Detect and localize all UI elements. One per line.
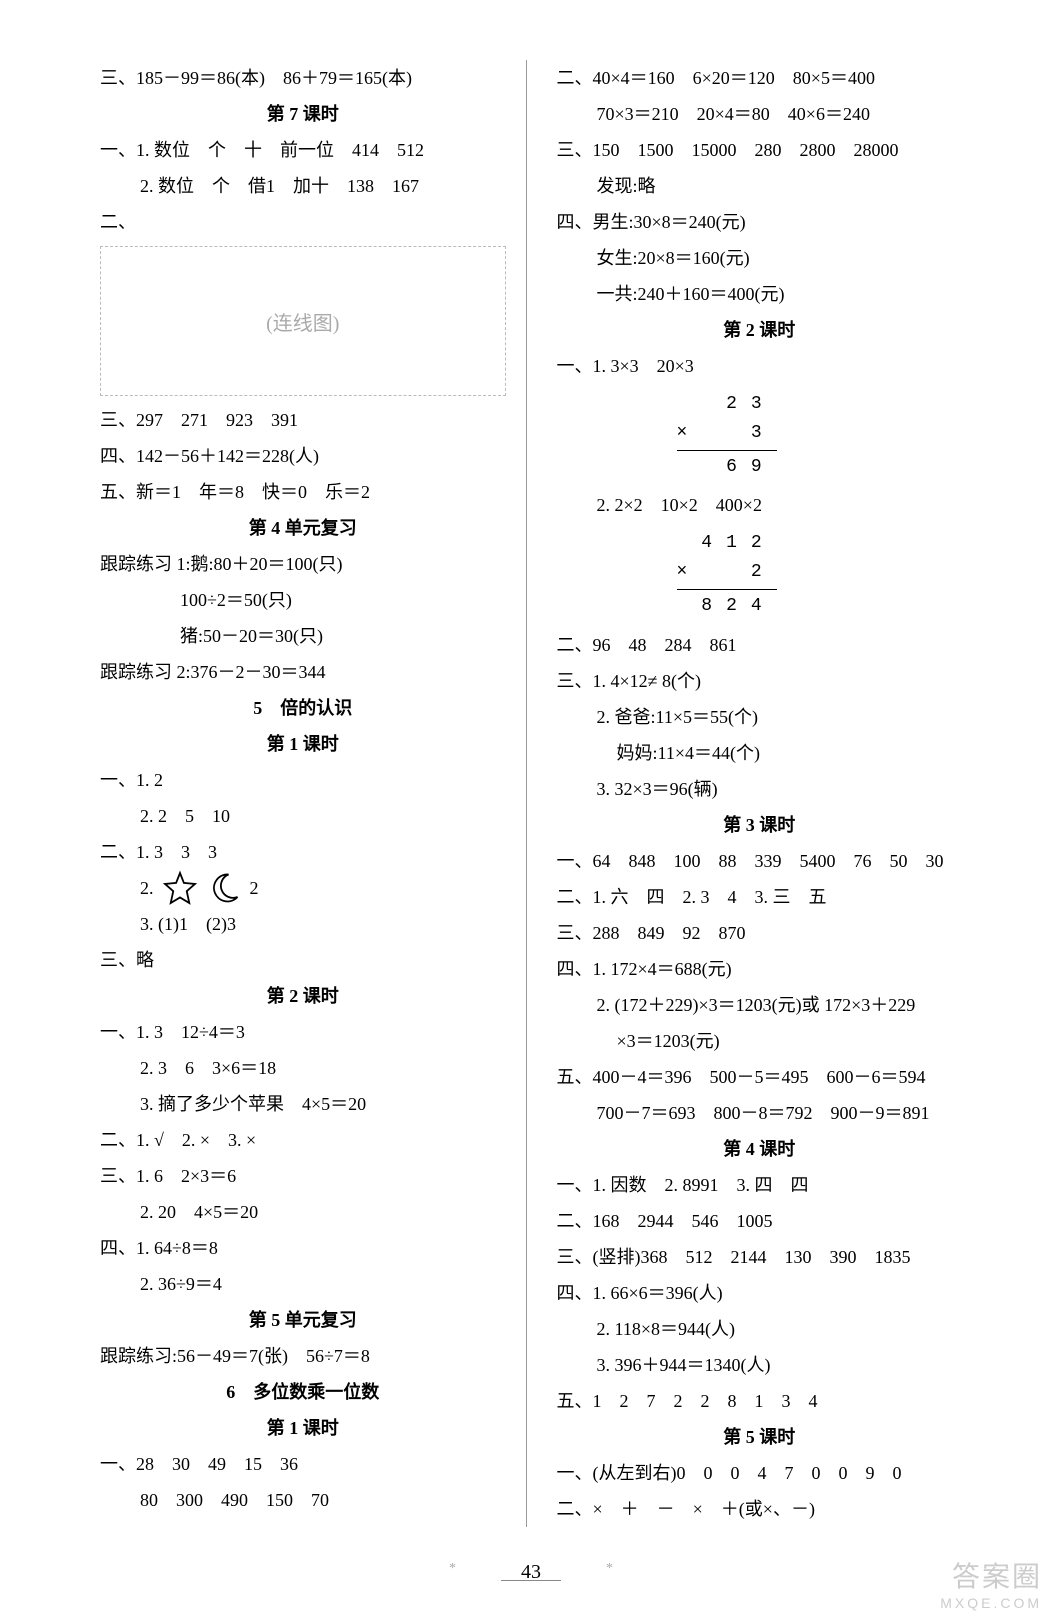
right-column: 二、40×4＝160 6×20＝120 80×5＝400 70×3＝210 20… [547,60,963,1527]
math-rule [677,450,777,451]
text-line: 二、40×4＝160 6×20＝120 80×5＝400 [557,60,963,96]
watermark-top: 答案圈 [952,1561,1042,1592]
text-line: 80 300 490 150 70 [100,1482,506,1518]
text-line: 3. (1)1 (2)3 [100,906,506,942]
text-line: 猪:50－20＝30(只) [100,618,506,654]
moon-icon [206,870,242,906]
lesson-heading: 第 3 课时 [557,807,963,843]
math-row: 69 [677,453,963,482]
chapter-heading: 6 多位数乘一位数 [100,1374,506,1410]
text-line: 2. (172＋229)×3＝1203(元)或 172×3＋229 [557,987,963,1023]
text-line: 四、1. 64÷8＝8 [100,1230,506,1266]
text-line: 二、 [100,204,506,240]
text-line: 五、400－4＝396 500－5＝495 600－6＝594 [557,1059,963,1095]
text-line: 跟踪练习 1:鹅:80＋20＝100(只) [100,546,506,582]
text-line: 70×3＝210 20×4＝80 40×6＝240 [557,96,963,132]
star-icon [162,870,198,906]
text-line: 3. 396＋944＝1340(人) [557,1347,963,1383]
math-rule [677,589,777,590]
text-line: 一、1. 2 [100,762,506,798]
text-line: 2 [250,870,259,906]
text-line: 二、1. √ 2. × 3. × [100,1122,506,1158]
text-line: 三、288 849 92 870 [557,915,963,951]
text-line: 三、(竖排)368 512 2144 130 390 1835 [557,1239,963,1275]
text-line: 2. 36÷9＝4 [100,1266,506,1302]
text-line: 一、28 30 49 15 36 [100,1446,506,1482]
text-line: 2. 118×8＝944(人) [557,1311,963,1347]
text-line: 五、1 2 7 2 2 8 1 3 4 [557,1383,963,1419]
lesson-heading: 第 2 课时 [100,978,506,1014]
text-line: 四、1. 66×6＝396(人) [557,1275,963,1311]
math-row: 412 [677,529,963,558]
text-line: 二、96 48 284 861 [557,627,963,663]
text-line: 二、× ＋ － × ＋(或×、－) [557,1491,963,1527]
unit-heading: 第 5 单元复习 [100,1302,506,1338]
text-line: 一、1. 数位 个 十 前一位 414 512 [100,132,506,168]
math-row: × 2 [677,558,963,587]
lesson-heading: 第 1 课时 [100,1410,506,1446]
lesson-heading: 第 4 课时 [557,1131,963,1167]
text-line: 三、略 [100,942,506,978]
text-line: 2. 数位 个 借1 加十 138 167 [100,168,506,204]
page-number: 43 [100,1557,962,1581]
left-column: 三、185－99＝86(本) 86＋79＝165(本) 第 7 课时 一、1. … [100,60,527,1527]
matching-diagram: (连线图) [100,246,506,396]
text-line: 3. 摘了多少个苹果 4×5＝20 [100,1086,506,1122]
text-line: 一共:240＋160＝400(元) [557,276,963,312]
text-line: 3. 32×3＝96(辆) [557,771,963,807]
text-line: 妈妈:11×4＝44(个) [557,735,963,771]
text-line: 一、(从左到右)0 0 0 4 7 0 0 9 0 [557,1455,963,1491]
lesson-heading: 第 2 课时 [557,312,963,348]
text-line: 一、1. 因数 2. 8991 3. 四 四 [557,1167,963,1203]
page-columns: 三、185－99＝86(本) 86＋79＝165(本) 第 7 课时 一、1. … [100,60,962,1527]
text-line: 二、1. 六 四 2. 3 4 3. 三 五 [557,879,963,915]
vertical-math: 412 × 2 824 [677,529,963,620]
text-line: 跟踪练习:56－49＝7(张) 56÷7＝8 [100,1338,506,1374]
math-row: × 3 [677,419,963,448]
text-line: 三、1. 4×12≠ 8(个) [557,663,963,699]
text-line: 三、185－99＝86(本) 86＋79＝165(本) [100,60,506,96]
text-line: 三、1. 6 2×3＝6 [100,1158,506,1194]
text-line: 2. 3 6 3×6＝18 [100,1050,506,1086]
lesson-heading: 第 5 课时 [557,1419,963,1455]
math-row: 824 [677,592,963,621]
text-line: 发现:略 [557,168,963,204]
text-line: 2. [140,870,154,906]
text-line: 女生:20×8＝160(元) [557,240,963,276]
text-line: 三、150 1500 15000 280 2800 28000 [557,132,963,168]
text-line: 四、142－56＋142＝228(人) [100,438,506,474]
text-line: 二、168 2944 546 1005 [557,1203,963,1239]
diagram-label: (连线图) [266,307,339,336]
watermark-bottom: MXQE.COM [940,1595,1042,1611]
text-line: 三、297 271 923 391 [100,402,506,438]
text-line: 2. 爸爸:11×5＝55(个) [557,699,963,735]
vertical-math: 23 × 3 69 [677,390,963,481]
unit-heading: 第 4 单元复习 [100,510,506,546]
lesson-heading: 第 7 课时 [100,96,506,132]
text-line: 一、64 848 100 88 339 5400 76 50 30 [557,843,963,879]
text-line: 跟踪练习 2:376－2－30＝344 [100,654,506,690]
lesson-heading: 第 1 课时 [100,726,506,762]
chapter-heading: 5 倍的认识 [100,690,506,726]
text-line: 100÷2＝50(只) [100,582,506,618]
text-line: 四、男生:30×8＝240(元) [557,204,963,240]
text-line: 2. 20 4×5＝20 [100,1194,506,1230]
text-line: ×3＝1203(元) [557,1023,963,1059]
text-line: 700－7＝693 800－8＝792 900－9＝891 [557,1095,963,1131]
text-line: 五、新＝1 年＝8 快＝0 乐＝2 [100,474,506,510]
page-number-value: 43 [521,1561,541,1583]
text-line: 四、1. 172×4＝688(元) [557,951,963,987]
text-line: 一、1. 3×3 20×3 [557,348,963,384]
text-line: 一、1. 3 12÷4＝3 [100,1014,506,1050]
text-line: 2. 2 5 10 [100,798,506,834]
shapes-row: 2. 2 [100,870,506,906]
math-row: 23 [677,390,963,419]
text-line: 2. 2×2 10×2 400×2 [557,487,963,523]
text-line: 二、1. 3 3 3 [100,834,506,870]
